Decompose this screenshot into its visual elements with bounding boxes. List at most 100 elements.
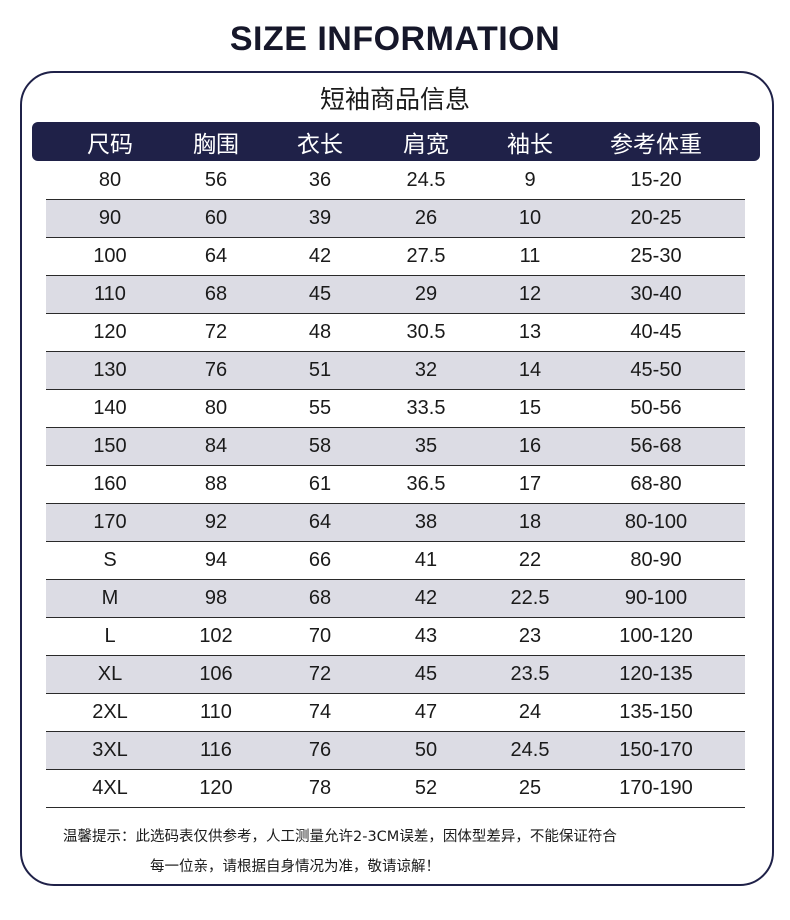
table-cell: 36.5 xyxy=(406,473,446,495)
size-card xyxy=(20,71,774,886)
table-cell: 22 xyxy=(518,549,542,571)
table-cell: 13 xyxy=(518,321,542,343)
table-cell: 116 xyxy=(200,739,232,761)
table-cell: 72 xyxy=(204,321,228,343)
table-cell: 23.5 xyxy=(510,663,550,685)
table-cell: L xyxy=(104,625,116,647)
table-cell: 100 xyxy=(93,245,127,267)
table-cell: 4XL xyxy=(92,777,128,799)
table-row: M 98 68 42 22.5 90-100 xyxy=(46,580,745,618)
table-row: 140 80 55 33.5 15 50-56 xyxy=(46,390,745,428)
table-cell: 78 xyxy=(308,777,332,799)
table-cell: 170 xyxy=(93,511,127,533)
table-row: 160 88 61 36.5 17 68-80 xyxy=(46,466,745,504)
table-cell: 68 xyxy=(308,587,332,609)
table-cell: S xyxy=(103,549,117,571)
table-cell: 120-135 xyxy=(619,663,693,685)
table-cell: 102 xyxy=(199,625,233,647)
table-row: S 94 66 41 22 80-90 xyxy=(46,542,745,580)
table-cell: 76 xyxy=(308,739,332,761)
table-cell: 80-100 xyxy=(624,511,688,533)
table-cell: 24 xyxy=(518,701,542,723)
table-cell: 84 xyxy=(204,435,228,457)
table-cell: 25-30 xyxy=(630,245,682,267)
table-cell: 16 xyxy=(518,435,542,457)
table-cell: 80-90 xyxy=(630,549,682,571)
table-cell: 80 xyxy=(204,397,228,419)
table-cell: 61 xyxy=(308,473,332,495)
table-cell: XL xyxy=(97,663,123,685)
table-cell: 12 xyxy=(518,283,542,305)
table-cell: 24.5 xyxy=(510,739,550,761)
table-cell: 72 xyxy=(308,663,332,685)
table-cell: 70 xyxy=(308,625,332,647)
table-cell: 64 xyxy=(204,245,228,267)
header-cell: 肩宽 xyxy=(403,131,449,158)
table-cell: 18 xyxy=(518,511,542,533)
table-cell: 150-170 xyxy=(619,739,693,761)
table-cell: 43 xyxy=(414,625,438,647)
table-cell: 15-20 xyxy=(630,169,682,191)
table-cell: 30-40 xyxy=(630,283,682,305)
table-row: 80 56 36 24.5 9 15-20 xyxy=(46,162,745,200)
table-cell: 64 xyxy=(308,511,332,533)
note-line-2: 每一位亲，请根据自身情况为准，敬请谅解！ xyxy=(150,859,440,875)
table-cell: 110 xyxy=(200,701,232,723)
table-cell: 140 xyxy=(93,397,127,419)
table-cell: 50 xyxy=(414,739,438,761)
table-cell: 120 xyxy=(93,321,127,343)
table-cell: 32 xyxy=(414,359,438,381)
table-cell: 52 xyxy=(414,777,438,799)
table-cell: 106 xyxy=(199,663,233,685)
header-cell: 参考体重 xyxy=(610,131,702,158)
header-cell: 尺码 xyxy=(87,131,133,158)
table-cell: 35 xyxy=(414,435,438,457)
table-row: L 102 70 43 23 100-120 xyxy=(46,618,745,656)
table-cell: 50-56 xyxy=(630,397,682,419)
table-cell: 36 xyxy=(308,169,332,191)
table-cell: 47 xyxy=(414,701,438,723)
page-title: SIZE INFORMATION xyxy=(229,20,561,58)
table-cell: 45-50 xyxy=(630,359,682,381)
header-cell: 胸围 xyxy=(193,131,239,158)
table-cell: 40-45 xyxy=(630,321,682,343)
table-cell: 25 xyxy=(518,777,542,799)
table-row: 130 76 51 32 14 45-50 xyxy=(46,352,745,390)
table-cell: 33.5 xyxy=(406,397,446,419)
table-cell: 51 xyxy=(308,359,332,381)
table-cell: 3XL xyxy=(92,739,128,761)
table-cell: 120 xyxy=(199,777,233,799)
table-row: XL 106 72 45 23.5 120-135 xyxy=(46,656,745,694)
table-cell: 66 xyxy=(308,549,332,571)
table-cell: 23 xyxy=(518,625,542,647)
table-cell: 29 xyxy=(414,283,438,305)
table-cell: 10 xyxy=(518,207,542,229)
table-cell: 60 xyxy=(204,207,228,229)
table-cell: 45 xyxy=(414,663,438,685)
header-cell: 衣长 xyxy=(297,131,343,158)
table-cell: 76 xyxy=(204,359,228,381)
table-cell: 17 xyxy=(518,473,542,495)
table-cell: 14 xyxy=(518,359,542,381)
table-cell: 22.5 xyxy=(510,587,550,609)
header-cell: 袖长 xyxy=(507,131,553,158)
table-row: 3XL 116 76 50 24.5 150-170 xyxy=(46,732,745,770)
table-cell: 30.5 xyxy=(406,321,446,343)
table-cell: 90 xyxy=(98,207,122,229)
table-cell: 135-150 xyxy=(619,701,693,723)
table-cell: 41 xyxy=(414,549,438,571)
table-cell: 20-25 xyxy=(630,207,682,229)
table-row: 120 72 48 30.5 13 40-45 xyxy=(46,314,745,352)
table-cell: 58 xyxy=(308,435,332,457)
table-row: 150 84 58 35 16 56-68 xyxy=(46,428,745,466)
table-cell: 56 xyxy=(204,169,228,191)
table-cell: 68 xyxy=(204,283,228,305)
table-cell: 42 xyxy=(414,587,438,609)
table-row: 90 60 39 26 10 20-25 xyxy=(46,200,745,238)
note-line-1: 温馨提示：此选码表仅供参考，人工测量允许2-3CM误差，因体型差异，不能保证符合 xyxy=(63,829,617,845)
table-cell: 110 xyxy=(94,283,126,305)
table-cell: 130 xyxy=(93,359,127,381)
table-cell: 24.5 xyxy=(406,169,446,191)
table-cell: 27.5 xyxy=(406,245,446,267)
table-cell: 39 xyxy=(308,207,332,229)
